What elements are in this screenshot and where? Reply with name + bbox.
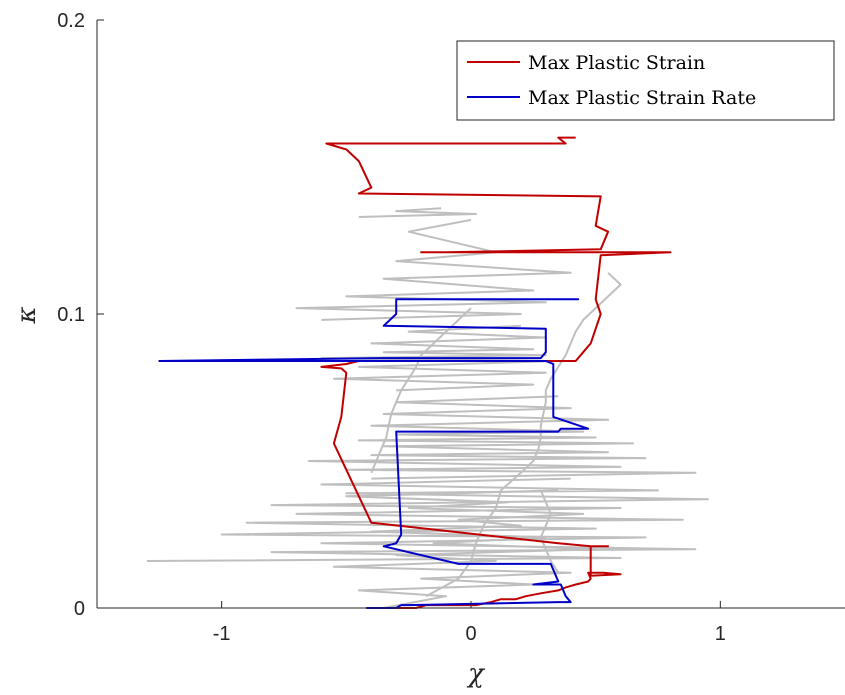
x-axis-label: χ: [466, 659, 486, 689]
y-axis-label: κ: [12, 306, 42, 324]
background-trace: [320, 324, 560, 392]
y-tick-label: 0.1: [57, 304, 85, 326]
series-line-max-plastic-strain-rate: [158, 298, 590, 609]
x-tick-label: 1: [715, 623, 726, 645]
series-line-max-plastic-strain: [320, 136, 672, 609]
background-trace: [358, 207, 477, 218]
series-lines: [158, 136, 672, 609]
x-tick-label: -1: [213, 623, 231, 645]
background-trace: [539, 490, 560, 574]
x-tick-label: 0: [465, 623, 476, 645]
background-trace: [307, 395, 697, 480]
background-trace: [425, 413, 545, 598]
background-trace: [542, 272, 622, 415]
tick-labels: -1 0 1 0 0.1 0.2: [57, 10, 726, 645]
legend-box: [456, 40, 835, 121]
y-tick-label: 0: [74, 598, 85, 620]
legend: Max Plastic Strain Max Plastic Strain Ra…: [456, 40, 835, 121]
background-trace: [295, 218, 572, 321]
y-tick-label: 0.2: [57, 10, 85, 32]
ticks: [97, 19, 721, 609]
legend-label-max-plastic-strain-rate: Max Plastic Strain Rate: [528, 87, 756, 109]
legend-label-max-plastic-strain: Max Plastic Strain: [528, 52, 705, 74]
background-trace: [370, 307, 472, 474]
background-traces: [146, 207, 709, 609]
